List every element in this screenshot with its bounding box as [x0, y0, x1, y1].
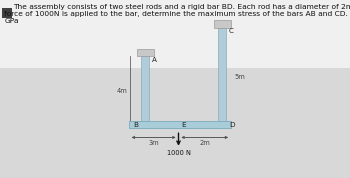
Text: C: C: [229, 28, 234, 35]
Text: B: B: [133, 122, 138, 128]
Bar: [141, 56, 149, 125]
Bar: [218, 28, 226, 125]
Text: GPa: GPa: [4, 18, 19, 24]
Bar: [129, 121, 231, 128]
Text: 3m: 3m: [148, 140, 159, 146]
Text: D: D: [229, 122, 234, 128]
Text: 1000 N: 1000 N: [167, 150, 190, 156]
Text: A: A: [152, 57, 157, 63]
Bar: [136, 49, 154, 56]
Text: 5m: 5m: [234, 74, 245, 80]
Text: E: E: [181, 122, 186, 128]
Text: 2m: 2m: [199, 140, 210, 146]
Bar: [2, 8, 12, 18]
Text: force of 1000N is applied to the bar, determine the maximum stress of the bars A: force of 1000N is applied to the bar, de…: [4, 11, 350, 17]
Text: The assembly consists of two steel rods and a rigid bar BD. Each rod has a diame: The assembly consists of two steel rods …: [13, 4, 350, 11]
Bar: [214, 20, 231, 28]
Text: 4m: 4m: [117, 88, 127, 94]
Bar: [0, 0, 350, 68]
